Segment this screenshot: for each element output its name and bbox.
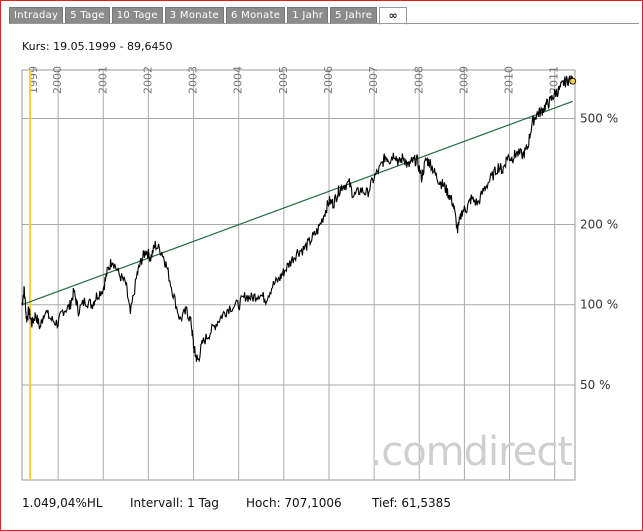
x-tick-label: 1999	[27, 66, 40, 94]
x-tick-label: 2003	[187, 66, 200, 94]
grid-lines	[22, 70, 575, 480]
tab-5-jahre[interactable]: 5 Jahre	[330, 7, 378, 24]
price-chart[interactable]: .comdirect 500 % 200 % 100 % 50 % 1999 2000 2…	[0, 60, 643, 490]
tab-6-monate[interactable]: 6 Monate	[226, 7, 286, 24]
tab-max[interactable]: ∞	[379, 7, 408, 25]
last-price-marker	[569, 77, 577, 85]
tab-intraday[interactable]: Intraday	[9, 7, 64, 24]
y-tick-label: 200 %	[580, 218, 618, 232]
x-tick-label: 2005	[277, 66, 290, 94]
high-value: Hoch: 707,1006	[246, 496, 342, 510]
tab-baseline	[9, 23, 639, 24]
interval-value: Intervall: 1 Tag	[130, 496, 219, 510]
y-tick-label: 50 %	[580, 378, 611, 392]
y-axis-labels: 500 % 200 % 100 % 50 %	[580, 111, 618, 392]
tab-10-tage[interactable]: 10 Tage	[111, 7, 163, 24]
low-value: Tief: 61,5385	[372, 496, 451, 510]
plot-area	[21, 69, 576, 481]
tab-3-monate[interactable]: 3 Monate	[164, 7, 225, 24]
tab-1-jahr[interactable]: 1 Jahr	[287, 7, 329, 24]
x-tick-label: 2001	[96, 66, 109, 94]
y-tick-label: 500 %	[580, 111, 618, 125]
price-readout: Kurs: 19.05.1999 - 89,6450	[22, 40, 173, 53]
x-tick-label: 2011	[548, 66, 561, 94]
x-tick-label: 2007	[367, 66, 380, 94]
x-tick-label: 2000	[51, 66, 64, 94]
performance-value: 1.049,04%HL	[22, 496, 103, 510]
x-tick-label: 2009	[457, 66, 470, 94]
tab-5-tage[interactable]: 5 Tage	[65, 7, 110, 24]
price-series-line	[21, 75, 574, 363]
period-tabs: Intraday 5 Tage 10 Tage 3 Monate 6 Monat…	[9, 7, 409, 25]
x-tick-label: 2006	[322, 66, 335, 94]
trend-line	[21, 100, 573, 306]
y-tick-label: 100 %	[580, 298, 618, 312]
x-tick-label: 2004	[232, 66, 245, 94]
x-tick-label: 2008	[412, 66, 425, 94]
comdirect-watermark: .comdirect	[370, 429, 573, 475]
x-tick-label: 2010	[503, 66, 516, 94]
x-tick-label: 2002	[141, 66, 154, 94]
